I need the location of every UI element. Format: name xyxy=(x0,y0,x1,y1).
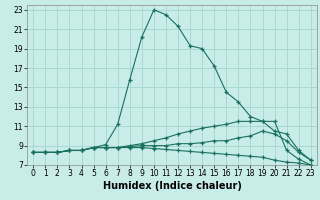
X-axis label: Humidex (Indice chaleur): Humidex (Indice chaleur) xyxy=(103,181,241,191)
